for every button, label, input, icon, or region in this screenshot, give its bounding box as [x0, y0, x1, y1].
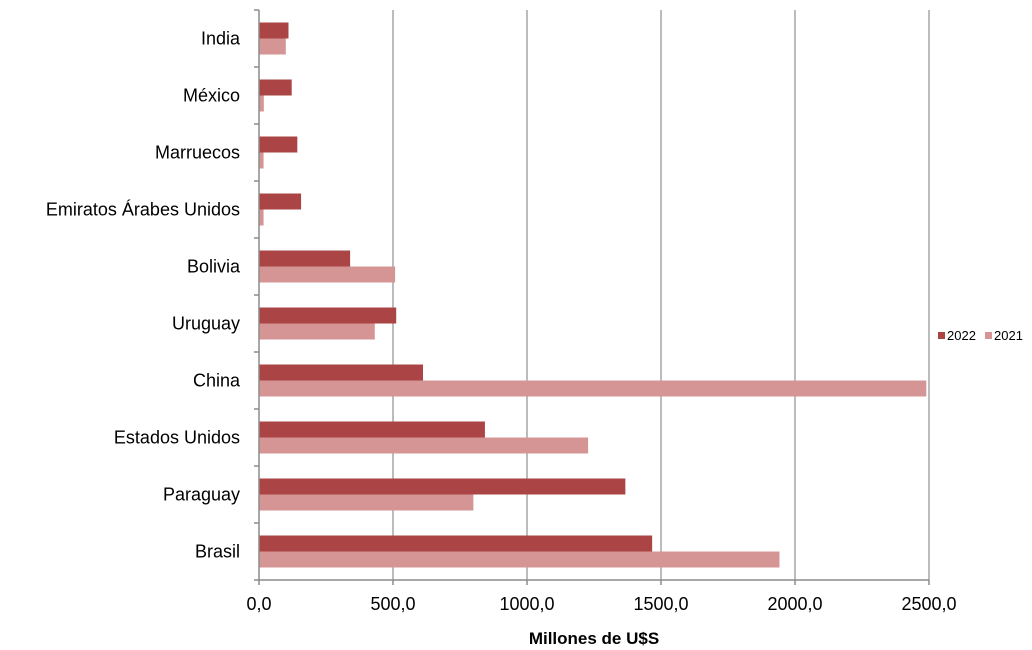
- category-label: Emiratos Árabes Unidos: [46, 200, 240, 220]
- bar-2021-brasil: [259, 551, 780, 568]
- bar-2021-india: [259, 38, 286, 55]
- x-tick-label: 1500,0: [633, 594, 688, 614]
- bar-2021-china: [259, 380, 927, 397]
- legend-swatch-2022: [938, 332, 945, 339]
- bar-2022-marruecos: [259, 136, 298, 153]
- bar-2021-emiratos-árabes-unidos: [259, 209, 264, 226]
- bar-2021-bolivia: [259, 266, 396, 283]
- category-label: Marruecos: [155, 143, 240, 163]
- x-tick-label: 2500,0: [901, 594, 956, 614]
- bar-2022-paraguay: [259, 478, 626, 495]
- category-label: Brasil: [195, 542, 240, 562]
- legend-swatch-2021: [985, 332, 992, 339]
- bar-2022-brasil: [259, 535, 653, 552]
- bar-2021-méxico: [259, 95, 264, 112]
- bar-2022-estados-unidos: [259, 421, 485, 438]
- x-tick-label: 500,0: [370, 594, 415, 614]
- category-label: India: [201, 29, 241, 49]
- x-tick-label: 0,0: [246, 594, 271, 614]
- legend-label-2021: 2021: [994, 328, 1023, 343]
- bar-2022-india: [259, 22, 289, 39]
- category-label: Paraguay: [163, 485, 240, 505]
- bar-2022-uruguay: [259, 307, 397, 324]
- bar-2022-bolivia: [259, 250, 351, 267]
- category-label: Uruguay: [172, 314, 240, 334]
- x-tick-label: 1000,0: [499, 594, 554, 614]
- legend-label-2022: 2022: [947, 328, 976, 343]
- x-axis-title: Millones de U$S: [529, 629, 659, 648]
- category-label: México: [183, 86, 240, 106]
- tick-labels: 0,0 500,0 1000,0 1500,0 2000,0 2500,0: [246, 594, 956, 614]
- legend: 2022 2021: [938, 328, 1023, 343]
- bar-2021-paraguay: [259, 494, 474, 511]
- axes: [254, 9, 930, 585]
- bar-2022-emiratos-árabes-unidos: [259, 193, 302, 210]
- bar-2021-estados-unidos: [259, 437, 589, 454]
- x-tick-label: 2000,0: [767, 594, 822, 614]
- bar-2022-méxico: [259, 79, 292, 96]
- bar-2021-marruecos: [259, 152, 264, 169]
- category-label: Bolivia: [187, 257, 241, 277]
- bar-2022-china: [259, 364, 424, 381]
- bar-2021-uruguay: [259, 323, 375, 340]
- bars: [259, 22, 927, 568]
- category-labels: India México Marruecos Emiratos Árabes Unid…: [46, 29, 241, 562]
- category-label: China: [193, 371, 241, 391]
- category-label: Estados Unidos: [114, 428, 240, 448]
